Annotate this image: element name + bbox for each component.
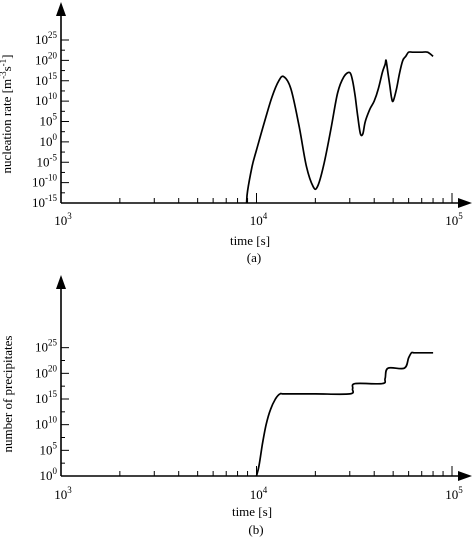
x-tick-exponent: 3: [67, 211, 72, 221]
y-axis-label: nucleation rate [m-3s-1]: [0, 55, 14, 174]
x-tick-exponent: 4: [263, 211, 268, 221]
y-tick-base: 10: [35, 417, 48, 432]
x-tick-exponent: 4: [263, 485, 268, 495]
x-axis-label: time [s]: [232, 504, 272, 519]
y-tick-label: 100: [40, 132, 58, 149]
y-tick-label: 10-5: [37, 152, 58, 169]
y-tick-base: 10: [32, 175, 45, 190]
x-tick-label: 105: [445, 211, 463, 228]
y-tick-label: 1010: [35, 415, 58, 432]
nucleation-rate-line: [245, 51, 434, 204]
y-tick-exponent: 25: [48, 338, 58, 348]
x-tick-base: 10: [54, 213, 67, 228]
y-tick-exponent: -15: [45, 193, 57, 203]
y-tick-label: 1015: [35, 389, 58, 406]
y-tick-exponent: 0: [53, 466, 58, 476]
y-tick-exponent: 5: [53, 112, 58, 122]
y-tick-exponent: 15: [48, 71, 58, 81]
y-tick-label: 1010: [35, 91, 58, 108]
tick-marks: [60, 39, 453, 204]
x-tick-label: 104: [250, 485, 268, 502]
nucleation-rate-chart: 103 104 105 10-1510-1010-51001051010101510…: [0, 2, 472, 265]
y-tick-label: 105: [40, 440, 58, 457]
x-axis-label: time [s]: [230, 233, 270, 248]
y-axis-label-main: nucleation rate [m: [0, 79, 14, 174]
y-tick-exponent: -10: [45, 173, 57, 183]
tick-marks: [60, 347, 453, 477]
x-tick-exponent: 5: [458, 485, 463, 495]
y-tick-exponent: 15: [48, 389, 58, 399]
y-tick-label: 1020: [35, 363, 58, 380]
x-tick-labels: 103 104 105: [54, 211, 463, 228]
y-tick-exponent: 20: [48, 363, 58, 373]
y-tick-base: 10: [35, 52, 48, 67]
x-tick-labels: 103 104 105: [54, 485, 463, 502]
x-axis-arrow: [458, 198, 472, 208]
x-tick-base: 10: [250, 213, 263, 228]
y-axis-label: number of precipitates: [0, 336, 15, 453]
y-tick-base: 10: [35, 391, 48, 406]
y-tick-label: 100: [40, 466, 58, 483]
x-tick-label: 105: [445, 485, 463, 502]
y-tick-base: 10: [35, 340, 48, 355]
y-tick-base: 10: [37, 154, 50, 169]
y-axis-label-mid: s: [0, 66, 14, 71]
y-tick-label: 1020: [35, 50, 58, 67]
x-tick-label: 103: [54, 211, 72, 228]
y-tick-exponent: -5: [50, 152, 58, 162]
y-tick-exponent: 25: [48, 30, 58, 40]
precipitates-line: [255, 351, 434, 477]
panel-label: (a): [247, 250, 261, 265]
x-tick-label: 104: [250, 211, 268, 228]
y-tick-base: 10: [40, 134, 53, 149]
x-tick-base: 10: [250, 487, 263, 502]
y-tick-base: 10: [35, 365, 48, 380]
y-tick-label: 10-15: [32, 193, 57, 210]
x-tick-exponent: 3: [67, 485, 72, 495]
panel-label: (b): [248, 522, 263, 537]
y-tick-base: 10: [35, 73, 48, 88]
y-axis-label-sup2: -1: [0, 59, 8, 67]
y-tick-base: 10: [40, 468, 53, 483]
y-tick-base: 10: [32, 195, 45, 210]
y-tick-base: 10: [35, 32, 48, 47]
y-tick-label: 1025: [35, 338, 58, 355]
y-tick-base: 10: [40, 442, 53, 457]
x-tick-base: 10: [445, 487, 458, 502]
y-tick-label: 1015: [35, 71, 58, 88]
x-axis-arrow: [458, 471, 472, 481]
y-tick-base: 10: [35, 93, 48, 108]
y-tick-exponent: 0: [53, 132, 58, 142]
y-tick-label: 10-10: [32, 173, 57, 190]
y-axis-label-sup1: -3: [0, 71, 8, 79]
y-tick-exponent: 20: [48, 50, 58, 60]
x-tick-base: 10: [445, 213, 458, 228]
y-tick-base: 10: [40, 114, 53, 129]
y-tick-exponent: 10: [48, 415, 58, 425]
y-axis-arrow: [56, 275, 66, 289]
x-tick-base: 10: [54, 487, 67, 502]
y-tick-label: 105: [40, 112, 58, 129]
y-tick-exponent: 5: [53, 440, 58, 450]
y-axis-arrow: [56, 2, 66, 16]
y-tick-label: 1025: [35, 30, 58, 47]
x-tick-label: 103: [54, 485, 72, 502]
x-tick-exponent: 5: [458, 211, 463, 221]
y-axis-label-end: ]: [0, 55, 14, 59]
y-tick-exponent: 10: [48, 91, 58, 101]
